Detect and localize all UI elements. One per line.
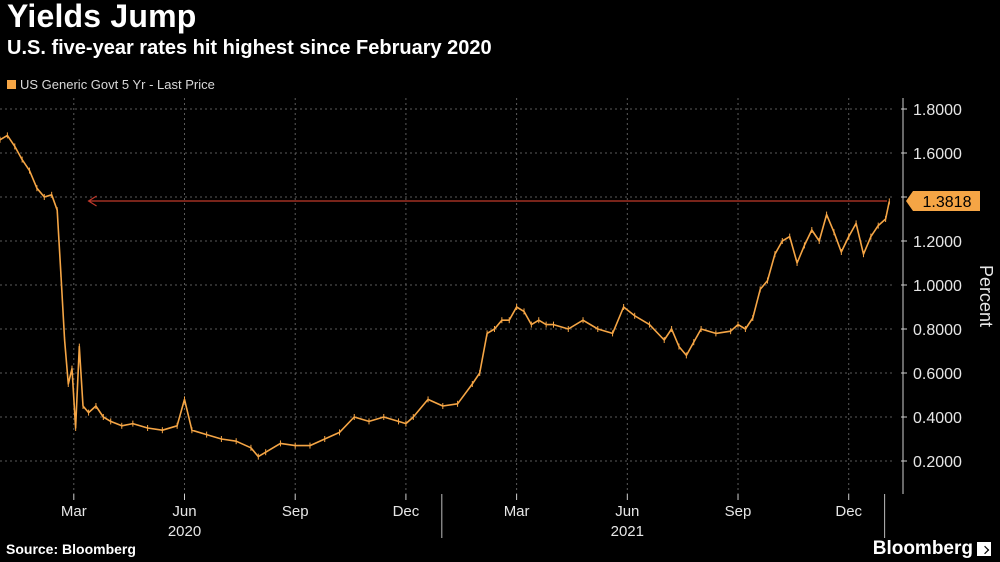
brand-logo: Bloomberg xyxy=(873,538,991,560)
legend: US Generic Govt 5 Yr - Last Price xyxy=(7,77,215,92)
y-axis-label: Percent xyxy=(976,265,996,327)
bloomberg-mark-icon xyxy=(977,542,991,556)
y-tick-label: 1.6000 xyxy=(913,146,962,163)
x-tick-label: Jun xyxy=(615,503,639,520)
year-label: 2020 xyxy=(168,523,201,540)
chart-subtitle: U.S. five-year rates hit highest since F… xyxy=(7,37,492,59)
reference-arrow-icon xyxy=(87,195,97,207)
last-value-label: 1.3818 xyxy=(923,194,972,211)
y-tick-label: 0.2000 xyxy=(913,454,962,471)
last-value-badge xyxy=(906,191,980,212)
legend-swatch xyxy=(7,80,16,89)
year-label: 2021 xyxy=(611,523,644,540)
source-note: Source: Bloomberg xyxy=(6,541,136,557)
y-tick-label: 1.8000 xyxy=(913,102,962,119)
y-tick-label: 0.4000 xyxy=(913,410,962,427)
x-tick-label: Mar xyxy=(504,503,530,520)
x-tick-label: Sep xyxy=(282,503,309,520)
legend-label: US Generic Govt 5 Yr - Last Price xyxy=(20,77,215,92)
y-tick-label: 0.8000 xyxy=(913,322,962,339)
x-tick-label: Mar xyxy=(61,503,87,520)
y-tick-label: 1.2000 xyxy=(913,234,962,251)
x-tick-label: Dec xyxy=(393,503,420,520)
x-tick-label: Dec xyxy=(835,503,862,520)
x-tick-label: Jun xyxy=(172,503,196,520)
chart-title: Yields Jump xyxy=(7,0,197,34)
x-tick-label: Sep xyxy=(725,503,752,520)
y-tick-label: 0.6000 xyxy=(913,366,962,383)
brand-text: Bloomberg xyxy=(872,538,973,559)
series-line xyxy=(0,134,891,458)
y-tick-label: 1.0000 xyxy=(913,278,962,295)
